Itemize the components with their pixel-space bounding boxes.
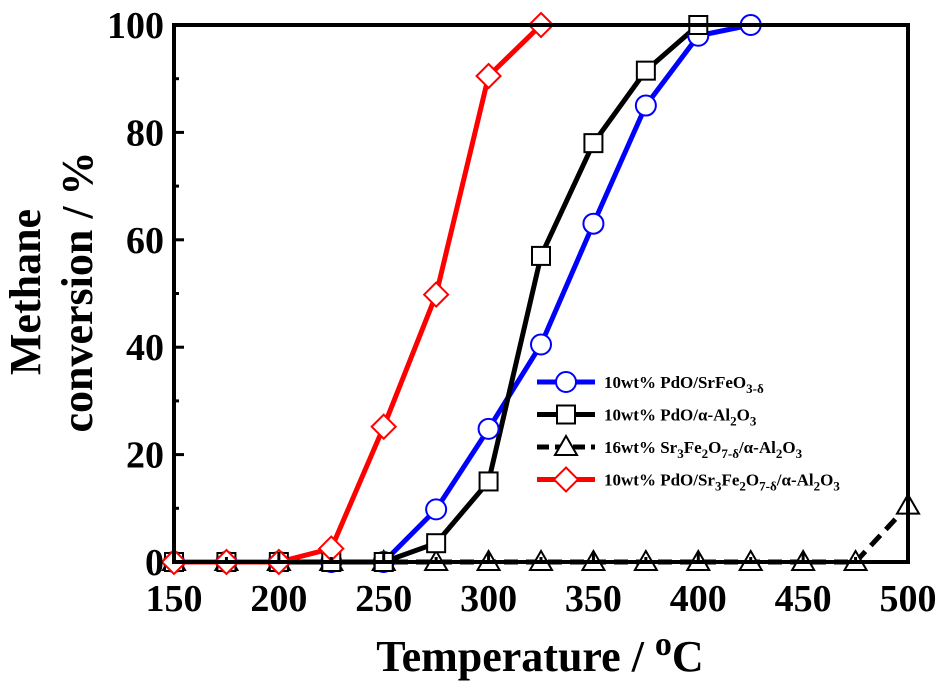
x-tick-label: 350 [565,578,622,620]
x-tick-label: 450 [775,578,832,620]
data-point [634,94,657,117]
legend-marker [552,466,580,493]
plot-markers [160,11,921,576]
data-point [478,471,499,492]
data-point [530,333,552,356]
x-tick-label: 500 [880,578,937,620]
data-point [426,533,447,554]
legend: 10wt% PdO/SrFeO3-δ 10wt% PdO/α-Al2O3 16wt%… [537,371,840,494]
legend-label: 10wt% PdO/α-Al2O3 [604,406,757,429]
x-tick-label: 250 [355,578,412,620]
data-point [422,281,450,308]
y-tick-label: 0 [145,542,164,584]
y-axis-title-line1: Methane [1,209,50,375]
y-tick-label: 60 [126,220,164,262]
x-axis-title-unit: C [672,632,704,681]
x-tick-label: 300 [460,578,517,620]
y-tick-label: 80 [126,112,164,154]
data-point [635,60,656,81]
axis-tick-labels: 150 200 250 300 350 400 450 500 0 20 40 60 80 100 [107,5,937,620]
x-tick-label: 400 [670,578,727,620]
legend-label: 16wt% Sr3Fe2O7-δ/α-Al2O3 [604,438,803,461]
y-tick-label: 100 [107,5,164,47]
y-tick-label: 20 [126,435,164,477]
data-point [477,417,500,440]
x-tick-label: 150 [146,578,203,620]
data-point [531,245,551,266]
x-axis-title-text: Temperature / [376,632,655,681]
legend-marker [555,371,577,393]
x-tick-label: 200 [250,578,307,620]
data-point [370,413,398,441]
data-point [583,133,604,154]
data-point [475,62,502,90]
data-point [582,212,605,235]
axis-ticks [172,23,910,564]
legend-marker [556,404,576,425]
x-axis-title-sup: o [655,626,672,663]
data-point [425,498,448,521]
y-axis-title-line2: conversion / % [53,151,102,432]
x-axis-title: Temperature / oC [376,626,703,681]
legend-label: 10wt% PdO/SrFeO3-δ [604,373,764,396]
legend-label: 10wt% PdO/Sr3Fe2O7-δ/α-Al2O3 [604,471,840,494]
y-tick-label: 40 [126,327,164,369]
legend-marker [553,434,579,456]
